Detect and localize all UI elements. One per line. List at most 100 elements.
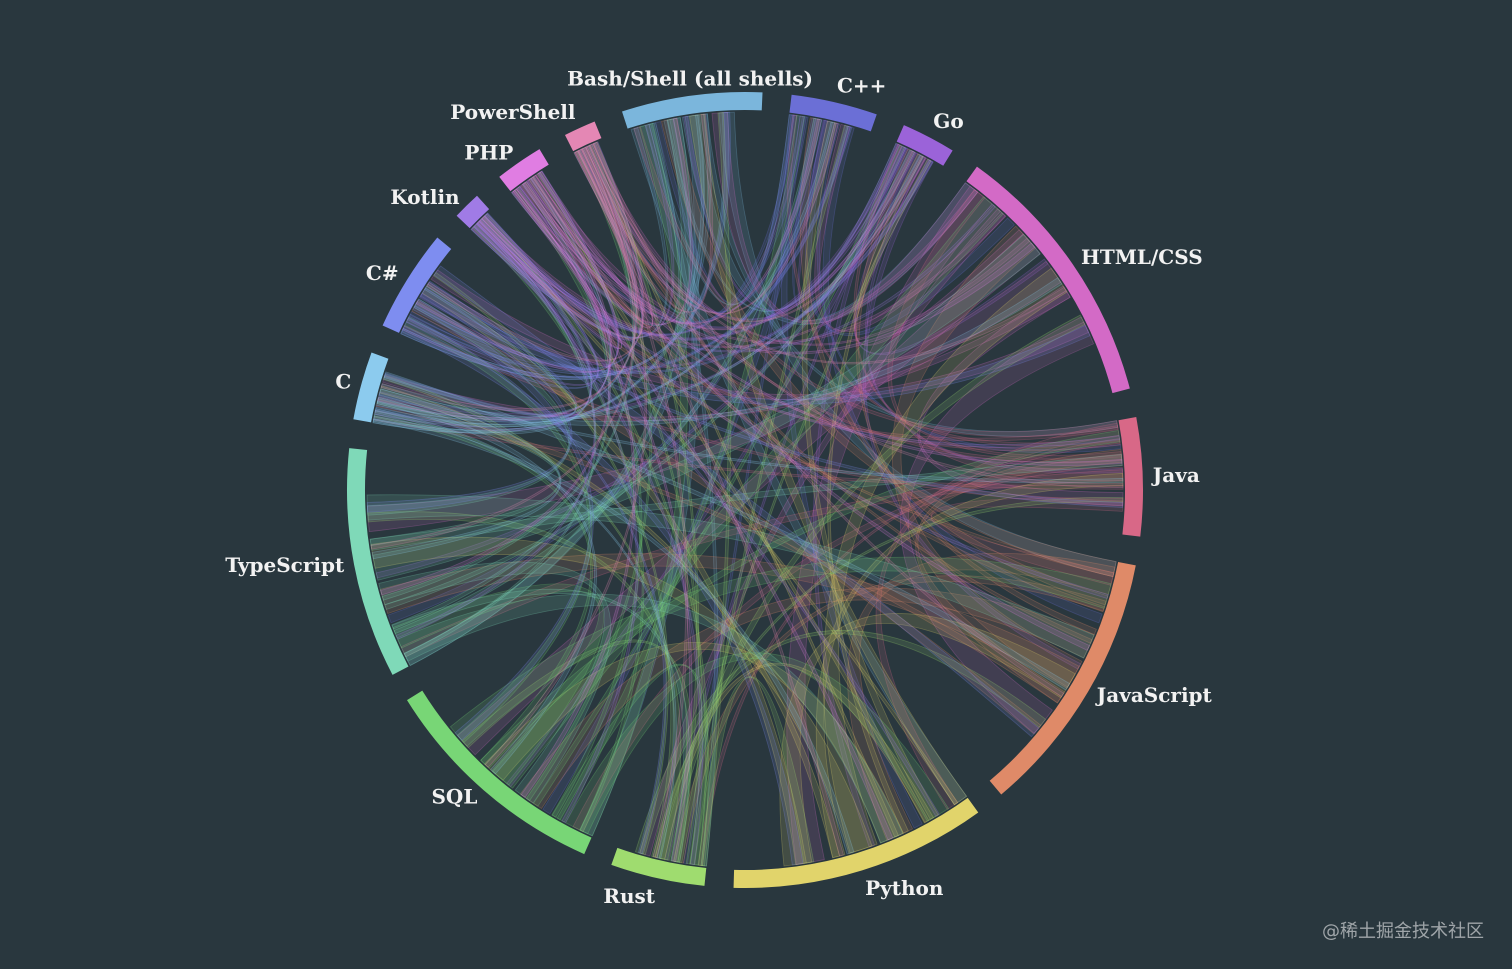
ribbon: [380, 143, 639, 412]
ribbon: [477, 188, 623, 349]
ribbon: [572, 453, 1123, 833]
ribbon: [531, 174, 1123, 466]
ribbon: [577, 148, 689, 859]
ribbon: [384, 149, 916, 611]
ribbon: [579, 118, 820, 314]
label-c-: C#: [366, 261, 399, 285]
arc-typescript: [347, 448, 409, 675]
ribbon: [588, 143, 1124, 488]
ribbon: [697, 438, 1121, 867]
arc-go: [896, 125, 953, 166]
ribbon: [473, 222, 703, 866]
ribbon: [484, 146, 648, 768]
ribbon: [391, 181, 611, 630]
ribbon: [799, 117, 1109, 606]
ribbon: [633, 126, 1119, 438]
ribbon: [683, 115, 901, 312]
ribbon: [391, 588, 691, 863]
ribbon: [376, 396, 597, 775]
ribbon: [814, 123, 1002, 333]
label-kotlin: Kotlin: [390, 185, 460, 209]
label-go: Go: [933, 109, 963, 133]
ribbon: [372, 413, 855, 855]
ribbon: [887, 189, 1124, 481]
ribbon: [516, 118, 822, 325]
ribbon: [382, 290, 1071, 422]
label-c: C: [335, 369, 351, 393]
ribbon: [917, 285, 1124, 507]
ribbon: [573, 118, 696, 314]
label-layer: Bash/Shell (all shells) C++ Go HTML/CSS Java…: [225, 67, 1212, 909]
ribbon: [406, 125, 853, 376]
arc-bash-shell-all-shells-: [622, 92, 763, 129]
ribbon: [474, 114, 798, 336]
ribbon: [478, 143, 903, 340]
ribbon: [372, 233, 1041, 581]
ribbon: [482, 189, 979, 348]
ribbon-layer: [366, 111, 1124, 867]
ribbon: [369, 453, 1123, 551]
ribbon: [854, 157, 1024, 346]
ribbon: [409, 125, 852, 373]
label-typescript: TypeScript: [225, 553, 345, 577]
ribbon: [380, 177, 611, 596]
ribbon: [520, 181, 1106, 613]
ribbon: [574, 149, 1123, 464]
ribbon: [792, 117, 911, 313]
ribbon: [526, 177, 1036, 355]
ribbon: [414, 141, 644, 370]
ribbon: [473, 115, 805, 336]
arc-c-: [789, 94, 877, 132]
ribbon: [433, 265, 1040, 738]
ribbon: [471, 225, 1119, 442]
ribbon: [585, 144, 916, 321]
ribbon: [900, 316, 1095, 735]
ribbon: [915, 448, 1123, 704]
ribbon: [528, 176, 930, 824]
ribbon: [853, 143, 1122, 459]
ribbon: [380, 383, 1124, 484]
ribbon: [403, 117, 692, 667]
ribbon: [815, 473, 1124, 859]
ribbon: [408, 170, 619, 379]
ribbon: [383, 280, 578, 417]
ribbon: [470, 225, 940, 817]
ribbon: [556, 115, 806, 823]
ribbon: [525, 149, 652, 802]
ribbon: [374, 121, 836, 428]
ribbon: [472, 224, 645, 833]
ribbon: [376, 154, 924, 423]
ribbon: [853, 152, 1049, 355]
arc-powershell: [564, 121, 602, 152]
ribbon: [372, 114, 705, 434]
ribbon: [378, 155, 927, 417]
ribbon: [534, 171, 1007, 345]
ribbon: [373, 410, 593, 766]
label-c-: C++: [837, 74, 886, 98]
ribbon: [421, 283, 807, 866]
ribbon: [393, 117, 823, 639]
ribbon: [492, 196, 1004, 789]
ribbon: [655, 114, 795, 305]
ribbon: [370, 536, 873, 854]
ribbon: [506, 149, 916, 788]
ribbon: [689, 113, 968, 806]
ribbon: [470, 123, 675, 339]
ribbon: [370, 144, 636, 550]
ribbon: [812, 143, 903, 848]
ribbon: [483, 642, 904, 844]
ribbon: [403, 316, 593, 744]
ribbon: [718, 111, 1117, 578]
ribbon: [586, 144, 899, 838]
ribbon: [378, 561, 612, 804]
ribbon: [461, 639, 693, 863]
label-bash-shell-all-shells-: Bash/Shell (all shells): [567, 67, 813, 91]
ribbon: [449, 556, 1112, 747]
ribbon: [522, 146, 654, 329]
label-html-css: HTML/CSS: [1081, 245, 1203, 269]
ribbon: [426, 141, 645, 362]
ribbon: [694, 676, 815, 867]
ribbon: [634, 629, 1047, 856]
ribbon: [412, 159, 934, 374]
